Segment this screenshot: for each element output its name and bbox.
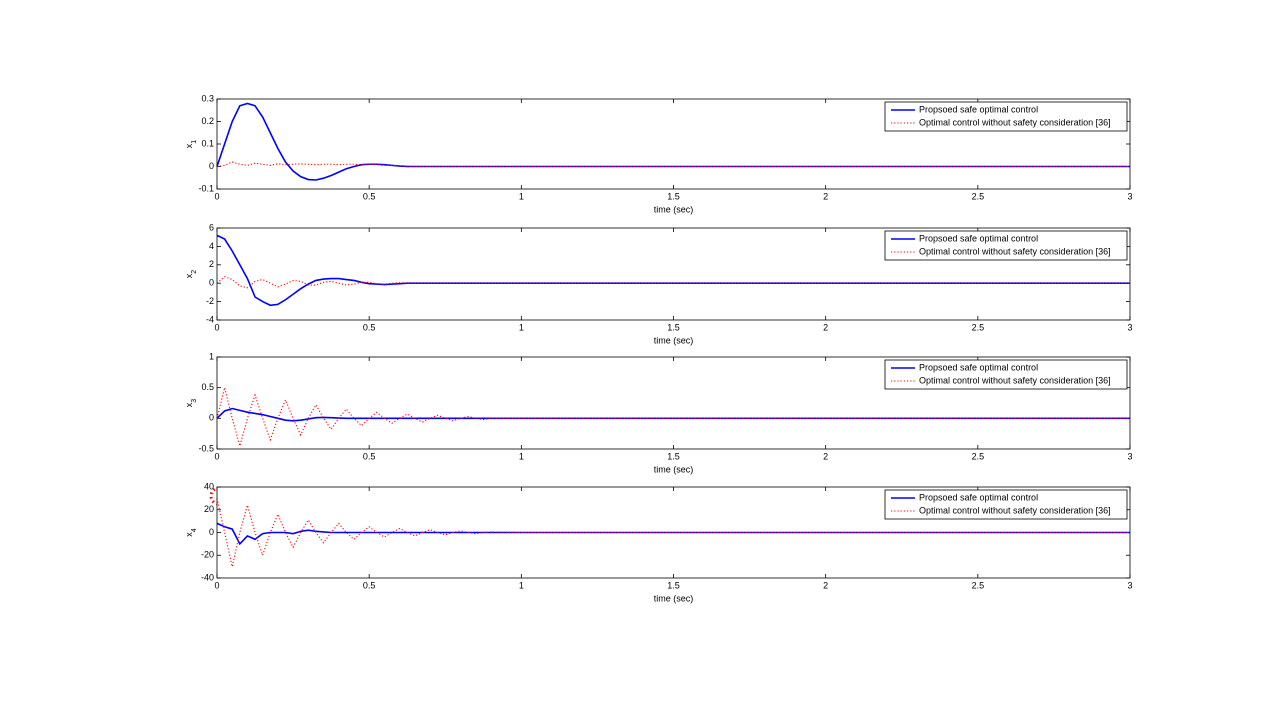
- y-axis-label-base: x: [184, 532, 194, 537]
- y-tick-label: 0: [209, 161, 214, 171]
- y-tick-label: 0.2: [201, 116, 214, 126]
- x-tick-label: 2: [823, 322, 828, 332]
- x-tick-label: 1.5: [667, 451, 680, 461]
- legend-box: [884, 359, 1128, 390]
- y-tick-label: 40: [204, 481, 214, 491]
- axes-frame: [216, 486, 1131, 579]
- x-axis-label: time (sec): [654, 593, 694, 603]
- x-tick-label: 1.5: [667, 191, 680, 201]
- x-tick-label: 3: [1127, 580, 1132, 590]
- y-tick-label: 0.5: [201, 382, 214, 392]
- y-axis-label: x2: [184, 270, 197, 279]
- x-tick-label: 0: [214, 191, 219, 201]
- x-tick-label: 3: [1127, 191, 1132, 201]
- legend-box: [884, 230, 1128, 261]
- y-axis-label-subscript: 4: [191, 528, 198, 532]
- x-tick-label: 3: [1127, 322, 1132, 332]
- x-tick-label: 2.5: [972, 451, 985, 461]
- x-tick-label: 0.5: [363, 451, 376, 461]
- y-tick-label: 0: [209, 413, 214, 423]
- y-tick-label: 0.3: [201, 93, 214, 103]
- y-axis-label-base: x: [184, 273, 194, 278]
- y-tick-label: -40: [201, 572, 214, 582]
- y-axis-label: x3: [184, 399, 197, 408]
- y-tick-label: -4: [206, 314, 214, 324]
- legend-label: Optimal control without safety considera…: [919, 246, 1111, 256]
- x-tick-label: 3: [1127, 451, 1132, 461]
- y-axis-label: x1: [184, 140, 197, 149]
- x-tick-label: 1: [519, 191, 524, 201]
- y-axis-label-subscript: 3: [191, 399, 198, 403]
- series-line: [216, 522, 1130, 546]
- y-tick-label: -20: [201, 550, 214, 560]
- x-tick-label: 2.5: [972, 191, 985, 201]
- x-tick-label: 1: [519, 322, 524, 332]
- x-axis-label: time (sec): [654, 204, 694, 214]
- legend-box: [884, 489, 1128, 520]
- x-tick-label: 1.5: [667, 322, 680, 332]
- legend-label: Propsoed safe optimal control: [919, 492, 1038, 502]
- y-tick-label: 0: [209, 527, 214, 537]
- y-axis-label-subscript: 2: [191, 270, 198, 274]
- legend-label: Optimal control without safety considera…: [919, 117, 1111, 127]
- x-tick-label: 0.5: [363, 191, 376, 201]
- x-tick-label: 0: [214, 580, 219, 590]
- x-tick-label: 1.5: [667, 580, 680, 590]
- y-axis-label-subscript: 1: [191, 140, 198, 144]
- x-tick-label: 0.5: [363, 580, 376, 590]
- y-tick-label: 0: [209, 278, 214, 288]
- legend-label: Propsoed safe optimal control: [919, 233, 1038, 243]
- x-tick-label: 0: [214, 451, 219, 461]
- y-axis-label-base: x: [184, 143, 194, 148]
- axes-frame: [216, 356, 1131, 450]
- x-tick-label: 2: [823, 580, 828, 590]
- x-tick-label: 2.5: [972, 580, 985, 590]
- y-tick-label: 4: [209, 241, 214, 251]
- x-tick-label: 1: [519, 451, 524, 461]
- y-tick-label: -0.5: [198, 443, 214, 453]
- y-tick-label: -0.1: [198, 183, 214, 193]
- y-tick-label: 2: [209, 259, 214, 269]
- y-axis-label: x4: [184, 528, 197, 537]
- x-tick-label: 2: [823, 451, 828, 461]
- legend-label: Propsoed safe optimal control: [919, 362, 1038, 372]
- x-tick-label: 2.5: [972, 322, 985, 332]
- series-line: [216, 387, 1130, 449]
- y-tick-label: 1: [209, 351, 214, 361]
- y-tick-label: 20: [204, 504, 214, 514]
- legend-label: Optimal control without safety considera…: [919, 375, 1111, 385]
- series-line: [216, 498, 1130, 567]
- legend-box: [884, 101, 1128, 132]
- x-axis-label: time (sec): [654, 464, 694, 474]
- x-tick-label: 2: [823, 191, 828, 201]
- y-tick-label: 0.1: [201, 138, 214, 148]
- axes-frame: [216, 98, 1131, 190]
- x-tick-label: 0: [214, 322, 219, 332]
- y-axis-label-base: x: [184, 402, 194, 407]
- axes-frame: [216, 227, 1131, 321]
- x-tick-label: 0.5: [363, 322, 376, 332]
- legend-label: Propsoed safe optimal control: [919, 104, 1038, 114]
- legend-label: Optimal control without safety considera…: [919, 505, 1111, 515]
- series-line: [216, 234, 1130, 307]
- x-tick-label: 1: [519, 580, 524, 590]
- x-axis-label: time (sec): [654, 335, 694, 345]
- y-tick-label: -2: [206, 296, 214, 306]
- y-tick-label: 6: [209, 222, 214, 232]
